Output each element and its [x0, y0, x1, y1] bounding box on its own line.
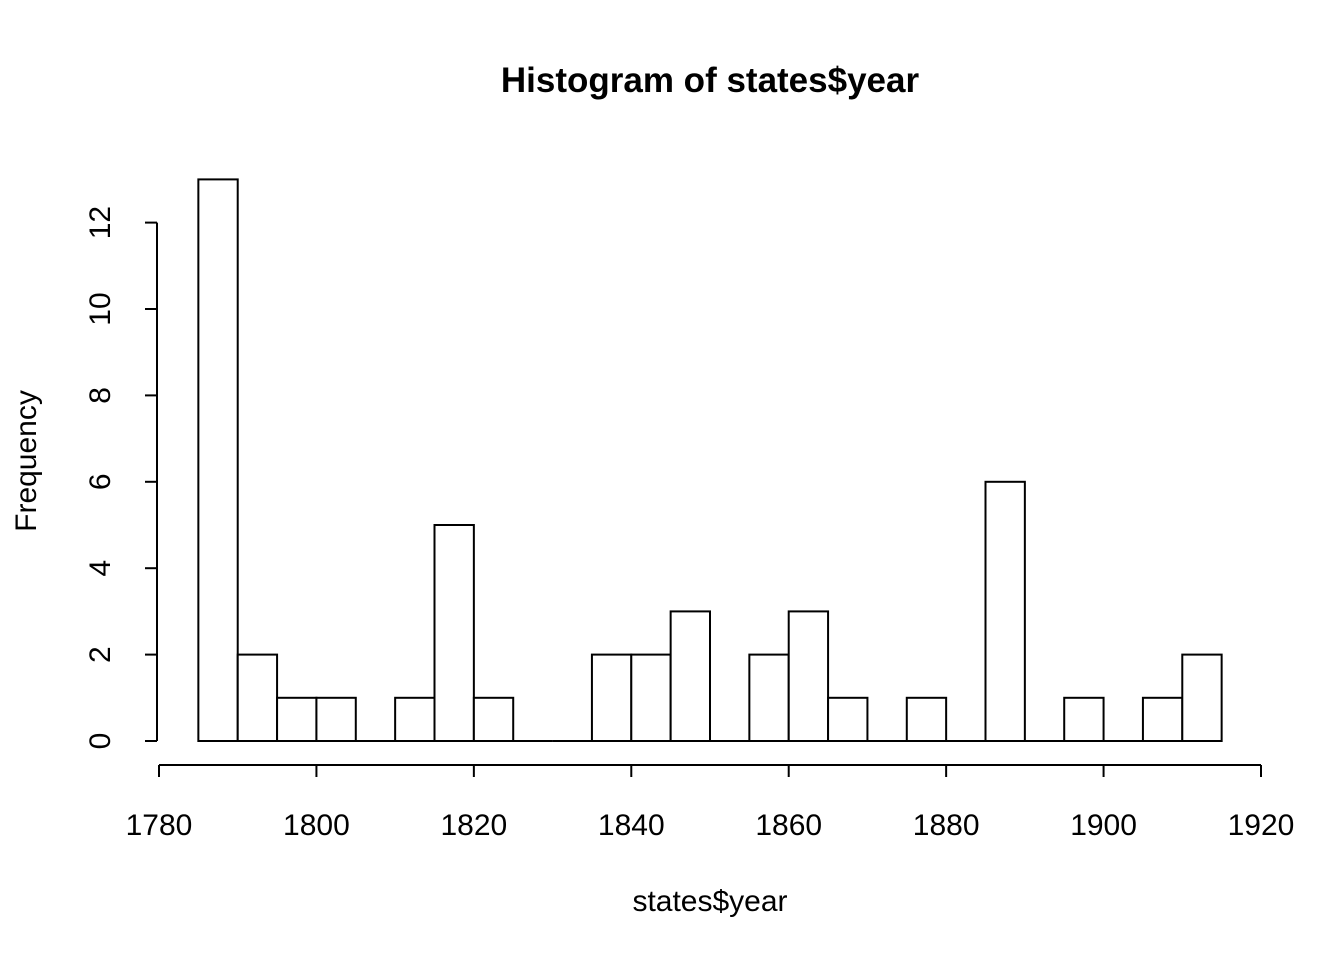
histogram-bar — [669, 610, 712, 743]
y-tick-label: 10 — [84, 292, 117, 325]
y-tick-label: 6 — [84, 473, 117, 490]
y-tick-label: 2 — [84, 646, 117, 663]
y-axis: 0 2 4 6 8 10 12 — [84, 206, 158, 750]
y-tick-label: 0 — [84, 733, 117, 750]
histogram-bar — [787, 610, 830, 743]
x-tick-label: 1820 — [440, 809, 507, 842]
chart-title: Histogram of states$year — [501, 61, 920, 100]
histogram-bar — [984, 480, 1026, 742]
histogram-bar — [276, 696, 318, 742]
histogram-bar — [1063, 696, 1105, 742]
histogram-bar — [236, 653, 279, 742]
x-tick-label: 1800 — [283, 809, 350, 842]
histogram-bar — [197, 178, 239, 742]
y-tick-label: 12 — [84, 206, 117, 239]
x-axis: 1780 1800 1820 1840 1860 1880 1900 1920 — [126, 764, 1295, 842]
histogram-bar — [827, 696, 869, 742]
bars-layer — [197, 178, 1223, 743]
x-tick-label: 1780 — [126, 809, 193, 842]
histogram-bar — [472, 696, 515, 742]
y-axis-label: Frequency — [10, 390, 43, 532]
histogram-bar — [748, 653, 790, 742]
x-tick-label: 1880 — [913, 809, 980, 842]
y-tick-label: 4 — [84, 560, 117, 577]
x-axis-label: states$year — [632, 885, 787, 918]
y-tick-label: 8 — [84, 387, 117, 404]
histogram-bar — [1181, 653, 1223, 742]
histogram-bar — [630, 653, 672, 742]
histogram-bar — [590, 653, 633, 742]
histogram-bar — [394, 696, 436, 742]
histogram-bar — [433, 524, 475, 742]
x-tick-label: 1900 — [1070, 809, 1137, 842]
x-tick-label: 1920 — [1228, 809, 1295, 842]
x-tick-label: 1840 — [598, 809, 665, 842]
histogram-bar — [1141, 696, 1184, 742]
x-tick-label: 1860 — [755, 809, 822, 842]
histogram-bar — [905, 696, 948, 742]
histogram-bar — [315, 696, 357, 742]
